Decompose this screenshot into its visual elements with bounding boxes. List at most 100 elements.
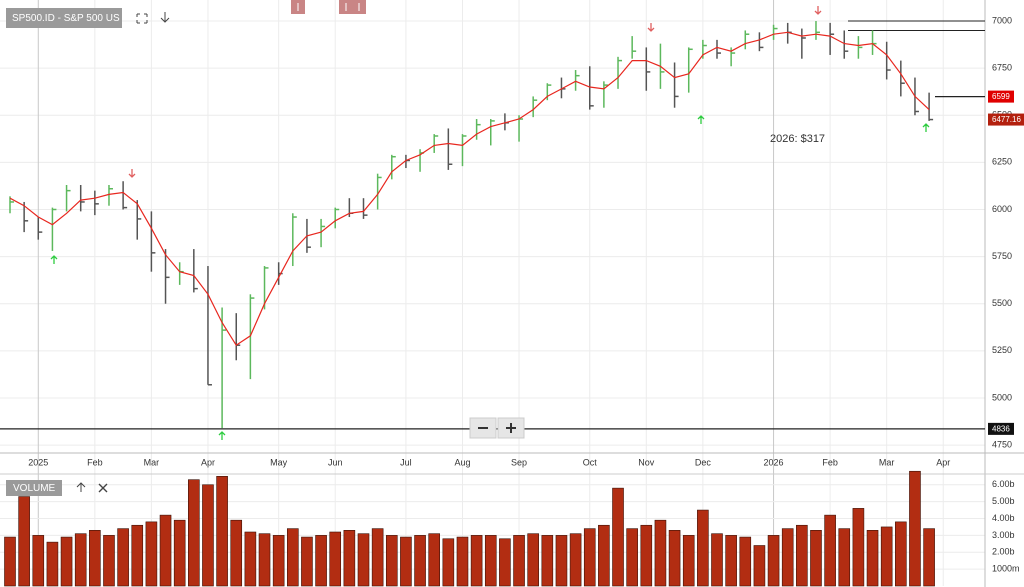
x-tick-label: Mar <box>879 457 895 467</box>
close-icon[interactable] <box>98 483 108 493</box>
volume-bar <box>414 535 426 587</box>
y-tick-label: 4750 <box>992 439 1012 449</box>
level-tag-label: 4836 <box>992 424 1010 433</box>
x-tick-label: Apr <box>201 457 215 467</box>
volume-bar <box>626 528 638 587</box>
volume-bar <box>484 535 497 587</box>
volume-bar <box>810 530 822 587</box>
y-tick-label: 6000 <box>992 204 1012 214</box>
signal-arrows <box>50 6 930 440</box>
volume-bar <box>640 524 653 587</box>
y-tick-label: 5500 <box>992 298 1012 308</box>
volume-bar <box>569 533 582 587</box>
volume-bar <box>824 514 836 587</box>
level-tag-label: 6599 <box>992 92 1010 101</box>
level-tag <box>988 90 1014 103</box>
volume-title: VOLUME <box>13 483 56 494</box>
move-up-icon[interactable] <box>76 482 86 492</box>
volume-bar <box>739 536 752 587</box>
y-tick-label: 3.00b <box>992 530 1015 540</box>
annotation: 2026: $317 <box>770 133 825 145</box>
volume-bar <box>357 533 370 587</box>
y-tick-label: 2.00b <box>992 547 1015 557</box>
x-tick-label: Oct <box>583 457 598 467</box>
y-tick-label: 5.00b <box>992 496 1015 506</box>
volume-bar <box>371 528 384 587</box>
volume-bar <box>866 530 879 587</box>
volume-bar <box>682 535 695 587</box>
volume-bar <box>909 470 921 587</box>
volume-bar <box>216 476 228 587</box>
fullscreen-icon[interactable] <box>136 13 148 24</box>
volume-bar <box>272 535 285 587</box>
download-icon[interactable] <box>160 12 170 23</box>
volume-bar <box>89 530 101 587</box>
volume-bar <box>230 519 243 587</box>
volume-bar <box>46 541 59 587</box>
x-tick-label: Jul <box>400 457 412 467</box>
volume-bar <box>753 545 766 587</box>
volume-bar <box>202 484 214 587</box>
volume-bar <box>781 528 794 587</box>
volume-bar <box>852 508 865 587</box>
y-tick-label: 4.00b <box>992 513 1015 523</box>
x-tick-label: Aug <box>454 457 470 467</box>
volume-bar <box>923 528 935 587</box>
volume-bar <box>470 535 483 587</box>
x-tick-label: Dec <box>695 457 712 467</box>
y-tick-label: 5750 <box>992 251 1012 261</box>
volume-bar <box>555 535 568 587</box>
volume-bar <box>612 487 624 587</box>
volume-bar <box>4 536 16 587</box>
symbol-button[interactable] <box>6 8 122 28</box>
volume-bar <box>315 535 327 587</box>
volume-bar <box>499 538 511 587</box>
volume-bar <box>598 524 610 587</box>
x-tick-label: Apr <box>936 457 950 467</box>
volume-bar <box>895 521 907 587</box>
volume-bar <box>428 533 441 587</box>
symbol-title: SP500.ID - S&P 500 US <box>12 13 120 24</box>
volume-bar <box>60 536 73 587</box>
volume-bar <box>880 526 893 587</box>
volume-bar <box>131 524 144 587</box>
volume-bar <box>32 535 45 587</box>
volume-bar <box>767 535 780 587</box>
y-tick-label: 6.00b <box>992 479 1015 489</box>
plot <box>0 20 985 587</box>
volume-bar <box>188 479 200 587</box>
volume-bar <box>725 535 737 587</box>
x-tick-label: Feb <box>87 457 103 467</box>
volume-bar <box>654 519 667 587</box>
x-tick-label: 2025 <box>28 457 48 467</box>
x-tick-label: Nov <box>638 457 655 467</box>
volume-bar <box>385 535 398 587</box>
volume-bar <box>541 535 554 587</box>
y-tick-label: 6250 <box>992 157 1012 167</box>
volume-bar <box>711 533 723 587</box>
volume-button[interactable] <box>6 480 62 496</box>
volume-bar <box>697 509 709 587</box>
volume-bar <box>343 530 356 587</box>
volume-bar <box>159 514 172 587</box>
level-tag <box>988 422 1014 435</box>
volume-bar <box>286 528 299 587</box>
volume-bar <box>301 536 313 587</box>
x-tick-label: Jun <box>328 457 343 467</box>
volume-bar <box>838 528 851 587</box>
volume-bar <box>18 496 30 587</box>
volume-bar <box>513 535 525 587</box>
x-tick-label: Feb <box>822 457 838 467</box>
moving-average <box>9 31 930 347</box>
y-tick-label: 7000 <box>992 15 1012 25</box>
event-marker-glyph <box>297 3 360 11</box>
volume-bar <box>796 524 808 587</box>
volume-bar <box>527 533 539 587</box>
volume-bar <box>258 533 271 587</box>
zoom-glyphs <box>478 423 516 433</box>
last-price-label: 6477.16 <box>992 115 1021 124</box>
volume-bar <box>173 519 186 587</box>
x-tick-label: Mar <box>144 457 160 467</box>
volume-bar <box>145 521 158 587</box>
